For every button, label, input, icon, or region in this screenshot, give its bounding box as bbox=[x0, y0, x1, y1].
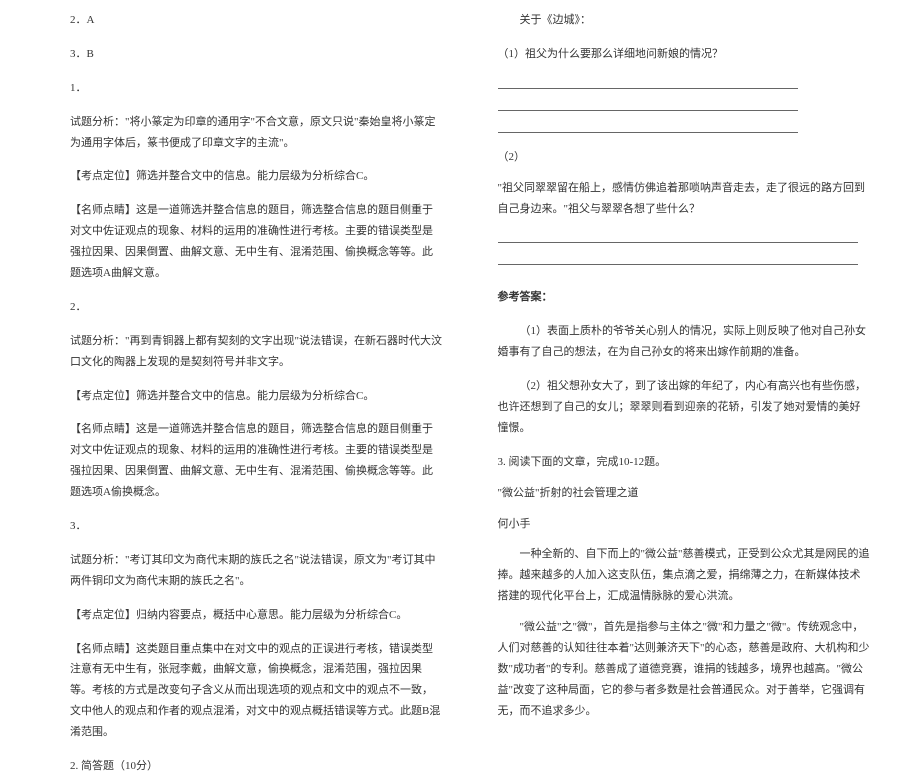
blank-line bbox=[498, 229, 858, 243]
tip-1: 【名师点睛】这是一道筛选并整合信息的题目，筛选整合信息的题目侧重于对文中佐证观点… bbox=[70, 200, 443, 284]
analysis-1: 试题分析："将小篆定为印章的通用字"不合文意，原文只说"秦始皇将小篆定为通用字体… bbox=[70, 112, 443, 154]
point-3: 【考点定位】归纳内容要点，概括中心意思。能力层级为分析综合C。 bbox=[70, 605, 443, 626]
para-2: "微公益"之"微"，首先是指参与主体之"微"和力量之"微"。传统观念中，人们对慈… bbox=[498, 617, 871, 721]
q2-short-answer: 2. 简答题（10分） bbox=[70, 756, 443, 777]
answer-2a: 2．A bbox=[70, 10, 443, 31]
blank-line bbox=[498, 119, 798, 133]
point-2: 【考点定位】筛选并整合文中的信息。能力层级为分析综合C。 bbox=[70, 386, 443, 407]
q3-reading: 3. 阅读下面的文章，完成10-12题。 bbox=[498, 452, 871, 473]
q2-text: "祖父同翠翠留在船上，感情仿佛追着那唢呐声音走去，走了很远的路方回到自己身边来。… bbox=[498, 178, 871, 220]
tip-3: 【名师点睛】这类题目重点集中在对文中的观点的正误进行考核，错误类型注意有无中生有… bbox=[70, 639, 443, 743]
q1: （1）祖父为什么要那么详细地问新娘的情况？ bbox=[498, 44, 871, 65]
analysis-2: 试题分析："再到青铜器上都有契刻的文字出现"说法错误，在新石器时代大汶口文化的陶… bbox=[70, 331, 443, 373]
answer-1: （1）表面上质朴的爷爷关心别人的情况，实际上则反映了他对自己孙女婚事有了自己的想… bbox=[498, 321, 871, 363]
blank-line bbox=[498, 97, 798, 111]
q2-num: （2） bbox=[498, 147, 871, 168]
blank-line bbox=[498, 251, 858, 265]
num-3: 3． bbox=[70, 516, 443, 537]
num-2: 2． bbox=[70, 297, 443, 318]
tip-2: 【名师点睛】这是一道筛选并整合信息的题目，筛选整合信息的题目侧重于对文中佐证观点… bbox=[70, 419, 443, 503]
blank-line bbox=[498, 75, 798, 89]
point-1: 【考点定位】筛选并整合文中的信息。能力层级为分析综合C。 bbox=[70, 166, 443, 187]
about-biancheng: 关于《边城》： bbox=[498, 10, 871, 31]
answer-3b: 3．B bbox=[70, 44, 443, 65]
para-1: 一种全新的、自下而上的"微公益"慈善模式，正受到公众尤其是网民的追捧。越来越多的… bbox=[498, 544, 871, 607]
right-column: 关于《边城》： （1）祖父为什么要那么详细地问新娘的情况？ （2） "祖父同翠翠… bbox=[473, 10, 881, 641]
answer-heading: 参考答案： bbox=[498, 287, 871, 308]
article-title: "微公益"折射的社会管理之道 bbox=[498, 483, 871, 504]
left-column: 2．A 3．B 1． 试题分析："将小篆定为印章的通用字"不合文意，原文只说"秦… bbox=[70, 10, 473, 641]
num-1: 1． bbox=[70, 78, 443, 99]
analysis-3: 试题分析："考订其印文为商代末期的族氏之名"说法错误，原文为"考订其中两件铜印文… bbox=[70, 550, 443, 592]
answer-2: （2）祖父想孙女大了，到了该出嫁的年纪了，内心有高兴也有些伤感，也许还想到了自己… bbox=[498, 376, 871, 439]
author: 何小手 bbox=[498, 514, 871, 535]
